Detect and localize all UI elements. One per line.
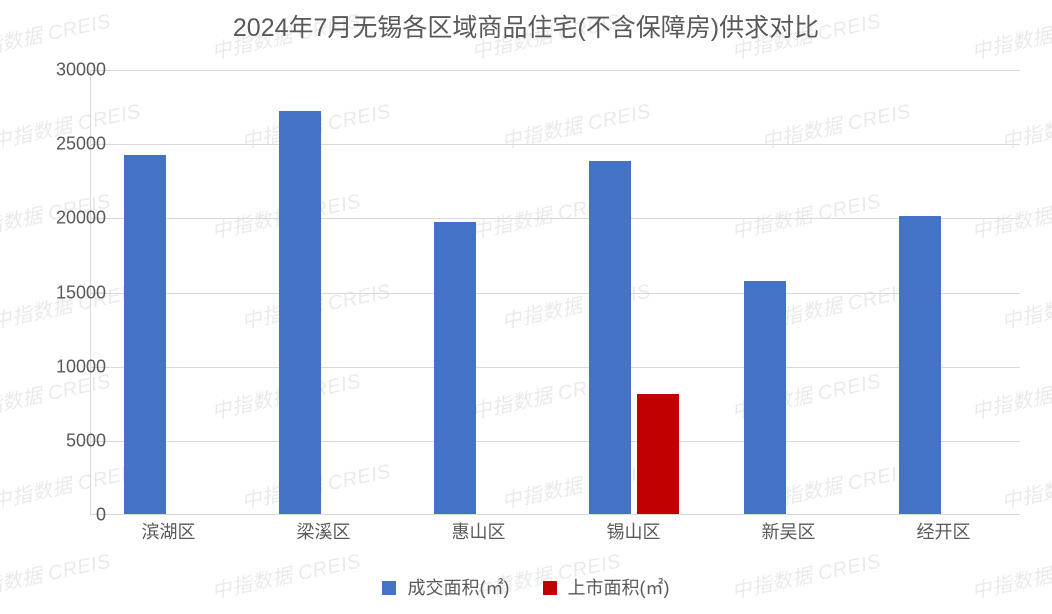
x-tick-label: 新吴区 <box>762 518 816 544</box>
bar-chengjiao <box>899 216 941 514</box>
legend-item-0: 成交面积(㎡) <box>382 574 509 600</box>
x-tick-label: 梁溪区 <box>297 518 351 544</box>
y-tick-label: 25000 <box>26 134 106 155</box>
bar-chengjiao <box>279 111 321 514</box>
bar-shangshi <box>637 394 679 514</box>
y-tick-label: 10000 <box>26 356 106 377</box>
legend-label-0: 成交面积(㎡) <box>407 578 509 598</box>
bar-chengjiao <box>589 161 631 514</box>
y-tick-label: 5000 <box>26 430 106 451</box>
legend-item-1: 上市面积(㎡) <box>543 574 670 600</box>
gridline <box>91 367 1020 368</box>
y-tick-label: 30000 <box>26 60 106 81</box>
legend-label-1: 上市面积(㎡) <box>568 578 670 598</box>
gridline <box>91 144 1020 145</box>
y-tick-label: 0 <box>26 505 106 526</box>
bar-chengjiao <box>744 281 786 514</box>
plot-area: 滨湖区梁溪区惠山区锡山区新吴区经开区 <box>90 70 1020 515</box>
y-tick-label: 20000 <box>26 208 106 229</box>
bar-chengjiao <box>434 222 476 514</box>
gridline <box>91 441 1020 442</box>
gridline <box>91 218 1020 219</box>
gridline <box>91 70 1020 71</box>
legend: 成交面积(㎡) 上市面积(㎡) <box>0 574 1052 600</box>
x-tick-label: 惠山区 <box>452 518 506 544</box>
legend-swatch-0 <box>382 581 396 595</box>
gridline <box>91 293 1020 294</box>
y-tick-label: 15000 <box>26 282 106 303</box>
legend-swatch-1 <box>543 581 557 595</box>
x-tick-label: 经开区 <box>917 518 971 544</box>
x-tick-label: 锡山区 <box>607 518 661 544</box>
x-tick-label: 滨湖区 <box>142 518 196 544</box>
bar-chengjiao <box>124 155 166 514</box>
chart-title: 2024年7月无锡各区域商品住宅(不含保障房)供求对比 <box>0 8 1052 44</box>
